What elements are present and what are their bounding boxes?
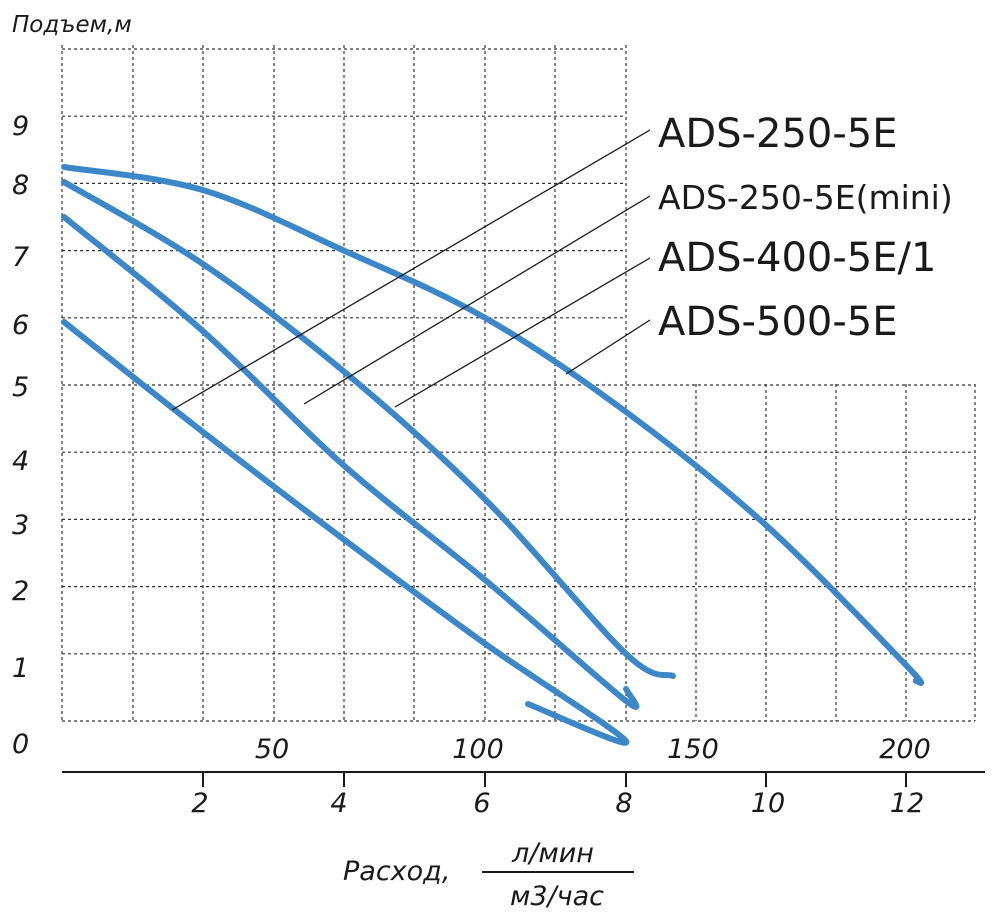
legend-label-1: ADS-250-5E(mini) [658,178,953,217]
x-tick-label-lmin: 50 [255,734,289,765]
x-tick-labels-lmin: 50 100 150 200 [255,734,931,765]
x-unit-bottom: м3/час [510,881,604,912]
y-axis-label: Подъем,м [12,12,132,38]
x-tick-marks [202,772,907,787]
legend-leader-1 [303,195,651,405]
y-tick-label: 1 [12,653,29,684]
x-tick-label-lmin: 200 [879,734,931,765]
x-tick-label-lmin: 150 [667,734,719,765]
legend-leader-3 [565,319,651,375]
x-axis-label: Расход, [343,856,450,887]
y-tick-label: 2 [12,576,29,607]
x-tick-label-lmin: 100 [452,734,504,765]
legend-leader-2 [394,257,651,408]
x-tick-label-m3h: 10 [751,788,785,819]
legend-leaders [171,129,651,411]
x-tick-label-m3h: 2 [191,788,208,819]
series-line-1 [61,214,640,710]
series-line-3 [61,164,925,686]
y-tick-label: 5 [12,372,29,403]
legend-label-0: ADS-250-5E [658,111,898,157]
y-tick-label: 3 [12,510,29,541]
y-tick-label: 4 [12,446,29,477]
x-tick-label-m3h: 6 [473,788,490,819]
x-tick-labels-m3h: 2 4 6 8 10 12 [191,788,924,819]
y-tick-label: 9 [12,111,29,142]
y-tick-label: 0 [12,729,29,760]
series-line-0 [61,319,630,746]
y-tick-label: 8 [12,170,29,201]
legend-label-2: ADS-400-5E/1 [658,235,936,281]
series-line-2 [61,179,676,679]
y-tick-label: 7 [12,242,29,273]
y-tick-label: 6 [12,310,29,341]
x-unit-top: л/мин [511,838,594,869]
legend-leader-0 [171,129,651,411]
x-tick-label-m3h: 8 [615,788,632,819]
x-tick-label-m3h: 12 [890,788,924,819]
legend-label-3: ADS-500-5E [658,299,898,345]
curves [61,164,925,746]
y-tick-labels: 0 1 2 3 4 5 6 7 8 9 [12,111,29,760]
x-tick-label-m3h: 4 [330,788,347,819]
legend: ADS-250-5E ADS-250-5E(mini) ADS-400-5E/1 AD… [658,111,953,345]
